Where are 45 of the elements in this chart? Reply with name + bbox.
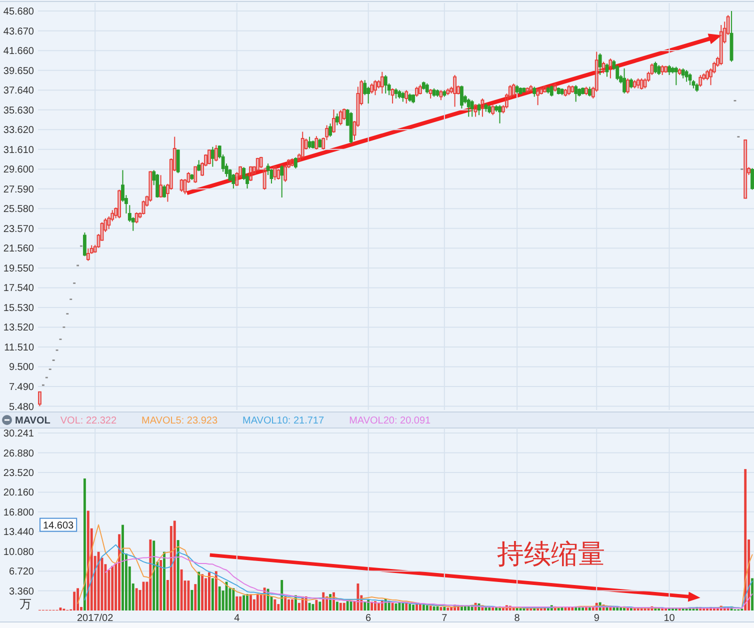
- x-tick-label: 6: [366, 613, 372, 624]
- y-tick-label: 23.520: [3, 468, 34, 479]
- chart-title: MAVOL: [15, 416, 50, 426]
- text: MAVOL10: 21.717: [242, 416, 324, 426]
- y-tick-label: 20.160: [3, 488, 34, 499]
- y-tick-label: 9.500: [8, 362, 34, 374]
- x-tick-label: 7: [442, 613, 448, 624]
- y-axis-title: 万: [20, 597, 32, 611]
- x-tick-label: 8: [514, 613, 520, 624]
- y-tick-label: 29.600: [3, 164, 34, 176]
- y-tick-label: 39.650: [3, 66, 34, 77]
- y-tick-label: 21.560: [3, 244, 34, 255]
- y-tick-label: 30.241: [3, 428, 34, 440]
- annotation: 14.603: [43, 520, 74, 532]
- y-tick-label: 26.880: [3, 448, 34, 460]
- y-tick-label: 11.510: [4, 342, 34, 354]
- y-tick-label: 37.640: [3, 86, 34, 97]
- y-tick-label: 17.540: [3, 283, 34, 294]
- y-tick-label: 19.550: [3, 263, 34, 274]
- y-tick-label: 13.440: [3, 527, 34, 538]
- y-tick-label: 31.610: [3, 144, 34, 156]
- text: MAVOL5: 23.923: [142, 416, 218, 426]
- y-tick-label: 16.800: [3, 507, 34, 518]
- x-tick-label: 9: [594, 613, 600, 624]
- y-tick-label: 7.490: [8, 382, 34, 394]
- annotation: 持续缩量: [496, 539, 605, 570]
- y-tick-label: 5.480: [8, 402, 34, 413]
- x-tick-label: 4: [234, 613, 240, 624]
- y-tick-label: 3.360: [8, 586, 34, 598]
- text: VOL: 22.322: [60, 416, 117, 426]
- y-tick-label: 41.660: [3, 46, 34, 58]
- y-tick-label: 25.580: [3, 204, 34, 216]
- y-tick-label: 23.570: [3, 224, 34, 235]
- y-tick-label: 35.630: [3, 105, 34, 116]
- text: MAVOL20: 20.091: [349, 416, 432, 426]
- y-tick-label: 45.680: [3, 6, 34, 18]
- y-tick-label: 10.080: [3, 546, 34, 558]
- x-tick-label: 2017/02: [76, 613, 114, 624]
- y-tick-label: 6.720: [8, 566, 34, 578]
- y-tick-label: 33.620: [3, 125, 34, 136]
- y-tick-label: 13.520: [3, 322, 34, 334]
- y-tick-label: 15.530: [3, 302, 34, 314]
- x-tick-label: 10: [664, 613, 676, 624]
- y-tick-label: 27.590: [3, 184, 34, 196]
- y-tick-label: 43.670: [3, 26, 34, 38]
